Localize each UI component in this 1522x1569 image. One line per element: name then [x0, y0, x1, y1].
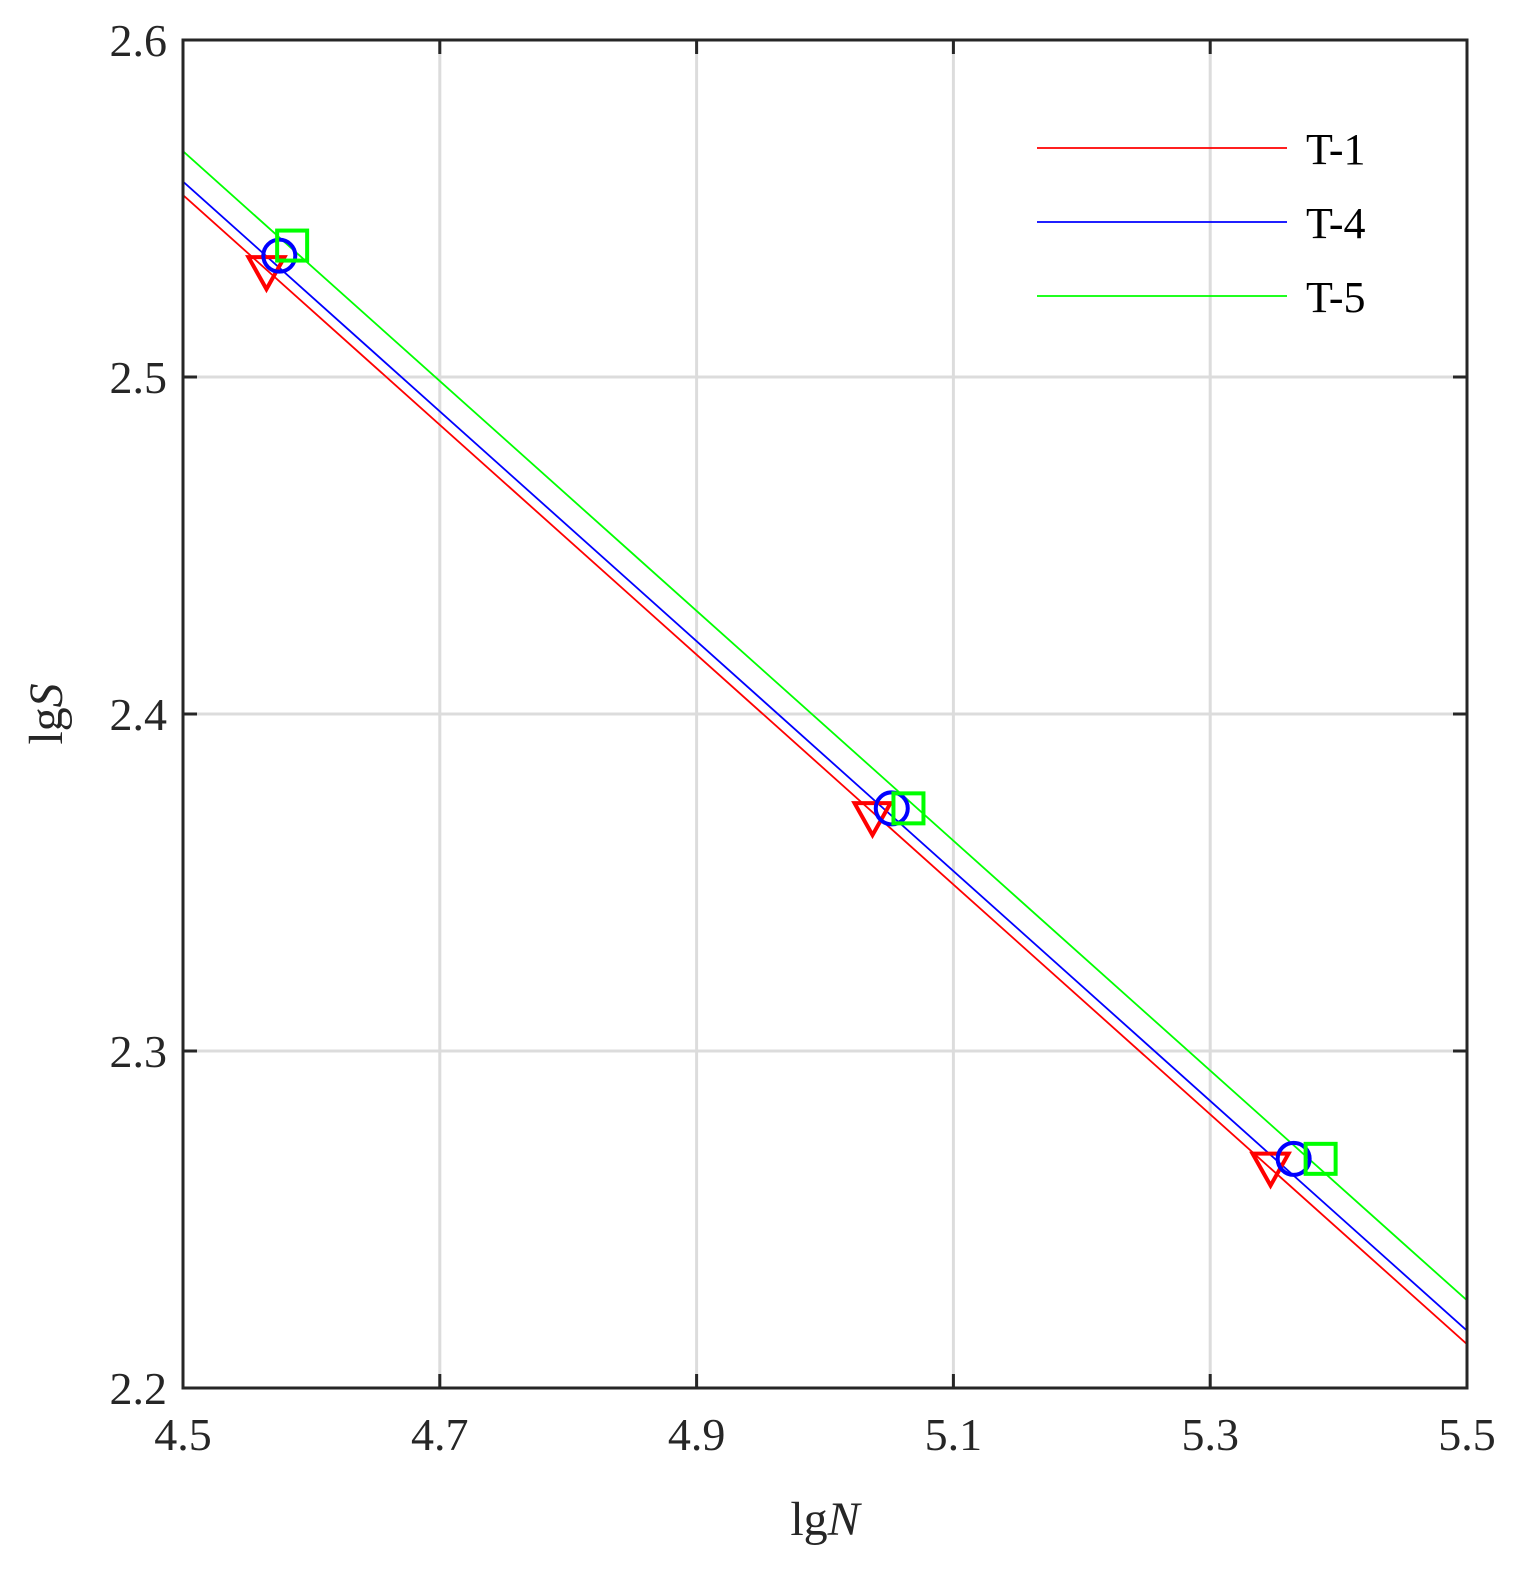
data-point-t-5-square — [1303, 1141, 1338, 1176]
x-axis-title-prefix: lg — [790, 1493, 827, 1546]
y-axis-title-variable: S — [20, 683, 73, 707]
y-tick-labels: 2.2 2.3 2.4 2.5 2.6 — [110, 15, 168, 1414]
x-tick-label: 4.5 — [154, 1409, 212, 1460]
data-point-t-5-square — [891, 791, 926, 826]
x-tick-label: 5.1 — [925, 1409, 983, 1460]
fit-line-t-4 — [183, 180, 1467, 1332]
plot-frame — [181, 38, 1469, 1390]
data-point-t-4-circle — [261, 237, 298, 274]
y-axis-title-prefix: lg — [20, 707, 73, 744]
x-tick-label: 5.5 — [1438, 1409, 1496, 1460]
legend-label-t-1: T-1 — [1306, 125, 1366, 174]
data-point-t-4-circle — [1275, 1140, 1312, 1177]
x-tick-label: 4.9 — [668, 1409, 726, 1460]
x-axis-title-variable: N — [827, 1493, 863, 1546]
x-axis-title: lgN — [790, 1493, 862, 1546]
legend: T-1 T-4 T-5 — [1037, 125, 1366, 322]
legend-label-t-5: T-5 — [1306, 273, 1366, 322]
x-tick-label: 5.3 — [1181, 1409, 1239, 1460]
y-tick-label: 2.2 — [110, 1363, 168, 1414]
y-tick-label: 2.6 — [110, 15, 168, 66]
y-axis-title: lgS — [20, 683, 73, 744]
grid-lines — [183, 40, 1467, 1388]
x-tick-labels: 4.5 4.7 4.9 5.1 5.3 5.5 — [154, 1409, 1496, 1460]
legend-label-t-4: T-4 — [1306, 199, 1366, 248]
y-tick-label: 2.5 — [110, 352, 168, 403]
data-markers — [245, 228, 1338, 1190]
fit-line-t-5 — [183, 150, 1467, 1302]
y-tick-label: 2.3 — [110, 1026, 168, 1077]
x-tick-label: 4.7 — [411, 1409, 469, 1460]
y-tick-label: 2.4 — [110, 689, 168, 740]
data-point-t-5-square — [275, 228, 310, 263]
